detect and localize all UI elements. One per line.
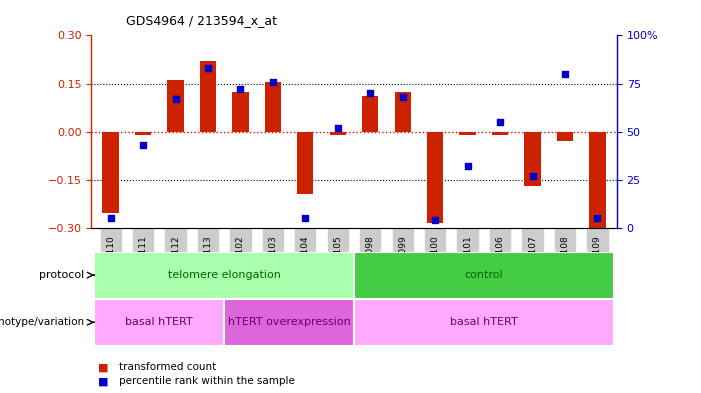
Text: telomere elongation: telomere elongation — [168, 270, 280, 280]
Bar — [224, 299, 354, 346]
Bar — [200, 61, 216, 132]
Point — [332, 125, 343, 131]
Point — [267, 79, 278, 85]
Text: percentile rank within the sample: percentile rank within the sample — [119, 376, 295, 386]
Bar — [427, 132, 443, 223]
Point — [397, 94, 408, 100]
Bar — [395, 92, 411, 132]
Point — [430, 217, 441, 223]
Bar — [329, 132, 346, 135]
Bar — [265, 82, 281, 132]
Text: genotype/variation: genotype/variation — [0, 317, 84, 327]
Bar — [95, 299, 224, 346]
Point — [203, 65, 214, 71]
Point — [235, 86, 246, 92]
Bar — [232, 92, 249, 132]
Bar — [524, 132, 540, 186]
Point — [559, 71, 571, 77]
Text: basal hTERT: basal hTERT — [450, 317, 518, 327]
Bar — [492, 132, 508, 135]
Bar — [354, 299, 613, 346]
Point — [462, 163, 473, 169]
Point — [494, 119, 505, 125]
Point — [105, 215, 116, 221]
Point — [365, 90, 376, 96]
Bar — [459, 132, 476, 135]
Text: transformed count: transformed count — [119, 362, 217, 373]
Point — [527, 173, 538, 179]
Bar — [168, 80, 184, 132]
Point — [592, 215, 603, 221]
Bar — [362, 96, 379, 132]
Text: basal hTERT: basal hTERT — [125, 317, 193, 327]
Text: hTERT overexpression: hTERT overexpression — [228, 317, 350, 327]
Point — [137, 142, 149, 148]
Bar — [354, 252, 613, 299]
Text: GDS4964 / 213594_x_at: GDS4964 / 213594_x_at — [126, 15, 277, 28]
Text: ■: ■ — [98, 376, 109, 386]
Text: protocol: protocol — [39, 270, 84, 280]
Text: ■: ■ — [98, 362, 109, 373]
Bar — [590, 132, 606, 231]
Bar — [135, 132, 151, 135]
Text: control: control — [465, 270, 503, 280]
Point — [300, 215, 311, 221]
Bar — [102, 132, 118, 213]
Bar — [297, 132, 313, 194]
Point — [170, 96, 181, 102]
Bar — [95, 252, 354, 299]
Bar — [557, 132, 573, 141]
